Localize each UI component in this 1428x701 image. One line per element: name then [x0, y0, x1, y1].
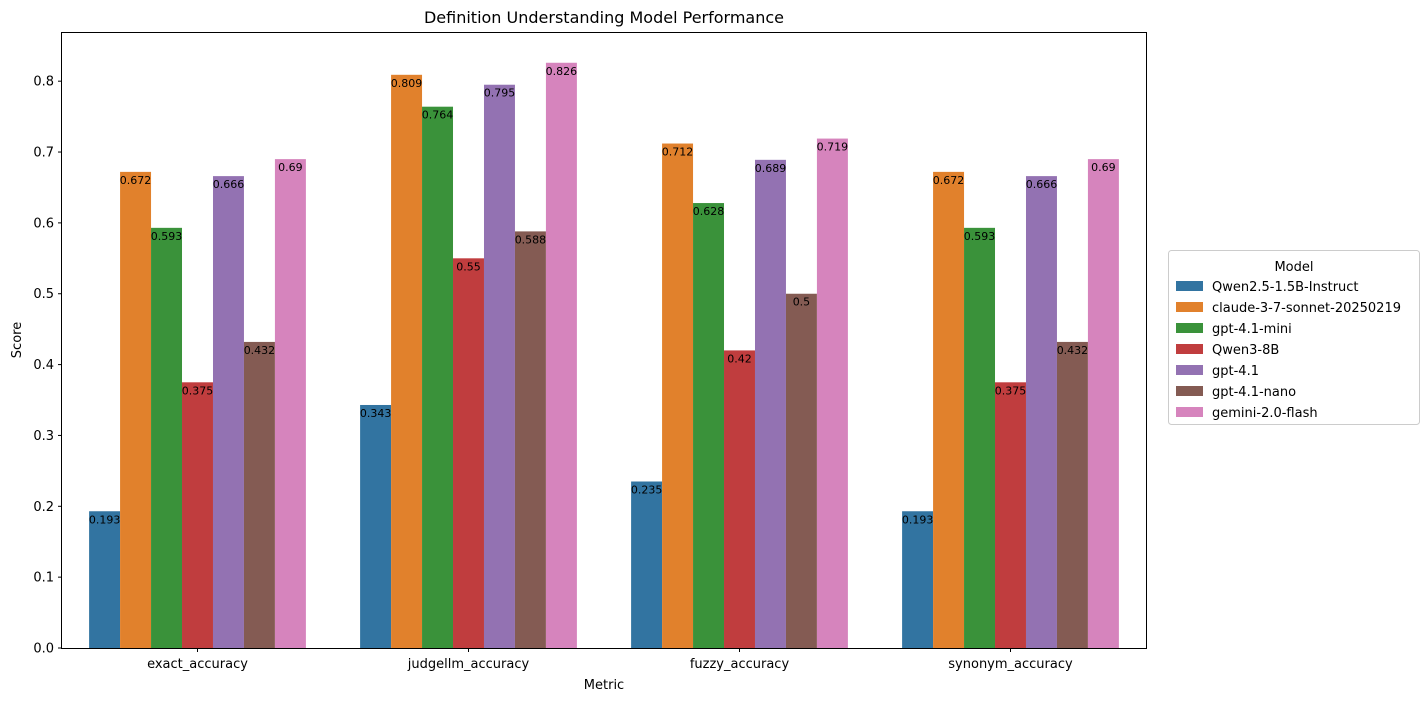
chart-title: Definition Understanding Model Performan… — [424, 8, 784, 27]
bar — [1087, 159, 1119, 648]
data-label: 0.55 — [456, 260, 481, 273]
data-label: 0.795 — [484, 87, 516, 100]
legend-title: Model — [1274, 260, 1313, 275]
data-label: 0.375 — [995, 384, 1027, 397]
legend-swatch — [1176, 386, 1203, 396]
x-axis: exact_accuracy judgellm_accuracy fuzzy_acc… — [147, 648, 1073, 672]
data-label: 0.826 — [546, 65, 578, 78]
x-tick-label: fuzzy_accuracy — [690, 657, 790, 672]
bar — [151, 227, 183, 648]
y-tick-label: 0.4 — [33, 358, 54, 373]
bar — [902, 511, 934, 648]
legend: Model Qwen2.5-1.5B-Instruct claude-3-7-so… — [1168, 250, 1420, 425]
y-tick-label: 0.1 — [33, 571, 54, 586]
y-tick-label: 0.0 — [33, 642, 54, 657]
bar — [754, 159, 786, 648]
legend-swatch — [1176, 302, 1203, 312]
data-label: 0.42 — [727, 352, 752, 365]
data-labels-layer: 0.193 0.672 0.593 0.375 0.666 0.432 0.69 0.343 0… — [89, 65, 1116, 526]
x-tick-label: judgellm_accuracy — [407, 657, 530, 672]
bar — [1025, 176, 1057, 648]
data-label: 0.672 — [120, 174, 152, 187]
bar — [212, 176, 244, 648]
bar — [89, 511, 121, 648]
y-tick-label: 0.2 — [33, 500, 54, 515]
bar — [182, 382, 213, 648]
data-label: 0.764 — [422, 109, 454, 122]
data-label: 0.343 — [360, 407, 392, 420]
legend-box — [1168, 250, 1420, 425]
y-axis: 0.0 0.1 0.2 0.3 0.4 0.5 0.6 0.7 0.8 — [33, 75, 62, 657]
bar — [483, 84, 515, 649]
data-label: 0.628 — [693, 205, 725, 218]
data-label: 0.432 — [1057, 344, 1089, 357]
legend-swatch — [1176, 344, 1203, 354]
bar — [391, 74, 423, 649]
bar — [964, 227, 996, 648]
bar — [453, 258, 484, 648]
data-label: 0.588 — [515, 233, 547, 246]
y-tick-label: 0.8 — [33, 75, 54, 90]
legend-swatch — [1176, 323, 1203, 333]
data-label: 0.666 — [213, 178, 245, 191]
data-label: 0.672 — [933, 174, 965, 187]
legend-entry: gpt-4.1-nano — [1212, 385, 1296, 400]
legend-swatch — [1176, 407, 1203, 417]
y-tick-label: 0.7 — [33, 146, 54, 161]
legend-entry: claude-3-7-sonnet-20250219 — [1212, 301, 1401, 316]
data-label: 0.235 — [631, 484, 663, 497]
data-label: 0.193 — [902, 513, 934, 526]
bar — [1056, 341, 1088, 648]
data-label: 0.593 — [151, 230, 183, 243]
bars-layer — [89, 62, 1119, 649]
y-tick-label: 0.3 — [33, 429, 54, 444]
plot-area-frame — [61, 32, 1147, 649]
data-label: 0.5 — [793, 296, 811, 309]
bar — [995, 382, 1026, 648]
legend-entry: Qwen2.5-1.5B-Instruct — [1212, 280, 1359, 295]
legend-entry: gpt-4.1 — [1212, 364, 1259, 379]
bar — [120, 171, 152, 648]
data-label: 0.69 — [278, 161, 303, 174]
data-label: 0.809 — [391, 77, 423, 90]
legend-entry: gpt-4.1-mini — [1212, 322, 1292, 337]
bar — [545, 62, 577, 648]
bar — [693, 203, 725, 649]
data-label: 0.689 — [755, 162, 787, 175]
legend-swatch — [1176, 365, 1203, 375]
y-tick-label: 0.6 — [33, 216, 54, 231]
x-tick-label: synonym_accuracy — [948, 657, 1073, 672]
bar — [360, 404, 392, 648]
legend-entry: Qwen3-8B — [1212, 343, 1279, 358]
bar — [785, 293, 817, 648]
data-label: 0.432 — [244, 344, 276, 357]
y-axis-title: Score — [10, 322, 25, 358]
bar — [514, 231, 546, 648]
data-label: 0.593 — [964, 230, 996, 243]
legend-swatch — [1176, 281, 1203, 291]
bar — [816, 138, 848, 648]
data-label: 0.375 — [182, 384, 214, 397]
x-tick-label: exact_accuracy — [147, 657, 248, 672]
data-label: 0.69 — [1091, 161, 1116, 174]
bar — [243, 341, 275, 648]
data-label: 0.719 — [817, 141, 849, 154]
bar — [724, 350, 755, 648]
bar — [631, 481, 663, 648]
y-tick-label: 0.5 — [33, 287, 54, 302]
bar — [933, 171, 965, 648]
legend-entry: gemini-2.0-flash — [1212, 406, 1318, 421]
bar — [662, 143, 694, 648]
data-label: 0.193 — [89, 513, 121, 526]
x-axis-title: Metric — [584, 678, 624, 693]
bar — [422, 106, 454, 648]
data-label: 0.712 — [662, 146, 694, 159]
data-label: 0.666 — [1026, 178, 1058, 191]
bar — [274, 159, 306, 648]
